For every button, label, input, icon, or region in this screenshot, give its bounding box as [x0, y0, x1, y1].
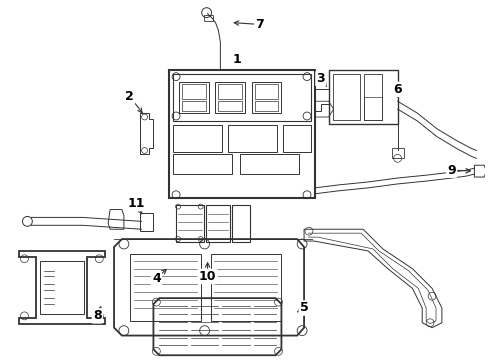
Bar	[364, 74, 381, 120]
Text: 5: 5	[299, 301, 308, 315]
Bar	[173, 154, 232, 174]
Text: 3: 3	[316, 72, 325, 85]
Bar	[129, 254, 200, 321]
Bar	[251, 82, 281, 113]
Text: 7: 7	[255, 18, 264, 31]
Bar	[240, 154, 299, 174]
Text: 8: 8	[93, 309, 102, 322]
Text: 2: 2	[125, 90, 134, 103]
Bar	[391, 148, 403, 158]
Text: 1: 1	[232, 53, 241, 66]
Text: 10: 10	[199, 270, 216, 283]
Bar	[228, 125, 277, 152]
Text: 9: 9	[447, 164, 455, 177]
Text: 6: 6	[392, 83, 401, 96]
Bar	[203, 15, 213, 21]
Bar	[179, 82, 208, 113]
Bar	[182, 85, 205, 99]
Bar	[169, 70, 314, 198]
Bar	[218, 85, 242, 99]
Bar	[332, 74, 360, 120]
Text: 4: 4	[152, 272, 161, 285]
Bar	[215, 82, 244, 113]
Bar	[364, 97, 381, 120]
Bar	[254, 85, 278, 99]
Bar	[140, 213, 153, 231]
Bar	[254, 101, 278, 111]
Bar	[173, 125, 222, 152]
Bar	[218, 101, 242, 111]
Bar	[182, 101, 205, 111]
Text: 11: 11	[128, 197, 145, 210]
Bar	[283, 125, 310, 152]
Bar	[210, 254, 281, 321]
